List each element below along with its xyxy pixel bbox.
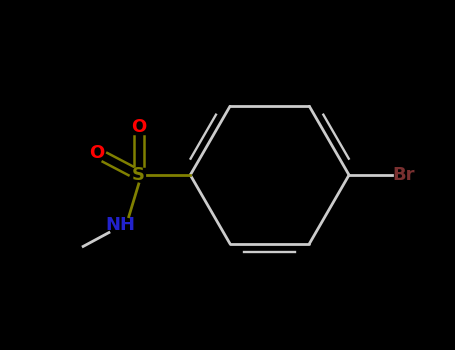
Text: S: S [132,166,145,184]
Text: O: O [90,144,105,162]
Text: O: O [131,118,147,136]
Text: NH: NH [106,216,136,233]
Text: Br: Br [392,166,415,184]
